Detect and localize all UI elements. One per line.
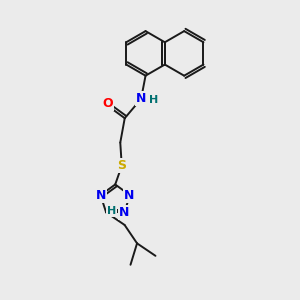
Text: S: S: [117, 159, 126, 172]
Text: N: N: [136, 92, 146, 105]
Text: N: N: [118, 206, 129, 219]
Text: O: O: [103, 97, 113, 110]
Text: H: H: [149, 95, 158, 105]
Text: N: N: [96, 189, 106, 202]
Text: N: N: [124, 189, 134, 202]
Text: H: H: [107, 206, 116, 216]
